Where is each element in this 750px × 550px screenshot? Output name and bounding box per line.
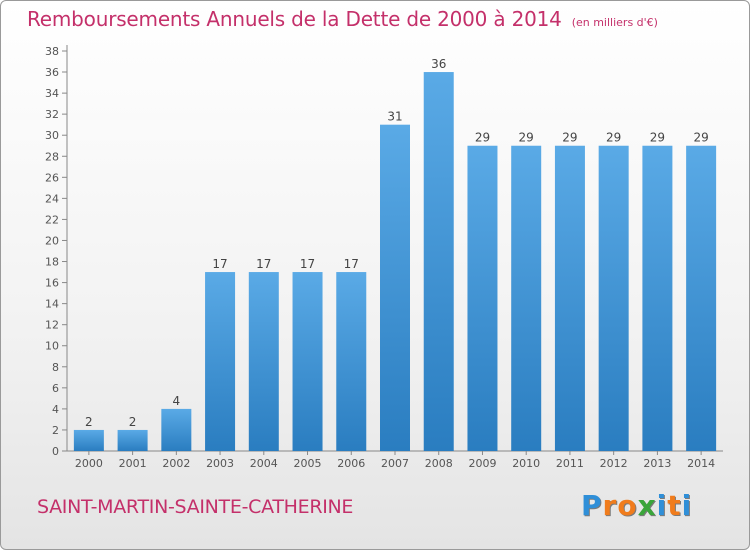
bar bbox=[554, 145, 585, 451]
x-tick-label: 2014 bbox=[687, 457, 715, 470]
bar bbox=[205, 272, 236, 451]
logo-letter: t bbox=[667, 489, 682, 522]
x-tick-label: 2004 bbox=[250, 457, 278, 470]
proxiti-logo: Proxiti bbox=[581, 489, 692, 522]
x-tick-label: 2005 bbox=[294, 457, 322, 470]
logo-letter: r bbox=[602, 489, 618, 522]
x-tick-label: 2006 bbox=[337, 457, 365, 470]
data-label: 2 bbox=[129, 415, 137, 429]
data-label: 29 bbox=[693, 131, 708, 145]
chart-units: (en milliers d'€) bbox=[571, 16, 658, 29]
y-tick-label: 32 bbox=[45, 108, 59, 121]
logo-letter: i bbox=[681, 489, 693, 522]
bar bbox=[73, 429, 104, 451]
logo-letter: i bbox=[656, 489, 668, 522]
data-label: 29 bbox=[650, 131, 665, 145]
y-tick-label: 18 bbox=[45, 256, 59, 269]
bar bbox=[336, 272, 367, 451]
y-tick-label: 4 bbox=[52, 403, 59, 416]
data-label: 31 bbox=[387, 110, 402, 124]
bar bbox=[161, 408, 192, 451]
x-tick-label: 2011 bbox=[556, 457, 584, 470]
data-label: 4 bbox=[173, 394, 181, 408]
y-tick-label: 26 bbox=[45, 171, 59, 184]
y-tick-label: 24 bbox=[45, 192, 59, 205]
x-tick-label: 2000 bbox=[75, 457, 103, 470]
y-tick-label: 30 bbox=[45, 129, 59, 142]
y-tick-label: 38 bbox=[45, 45, 59, 58]
data-label: 29 bbox=[475, 131, 490, 145]
data-label: 36 bbox=[431, 57, 446, 71]
x-tick-label: 2002 bbox=[162, 457, 190, 470]
y-tick-label: 8 bbox=[52, 361, 59, 374]
x-tick-label: 2009 bbox=[468, 457, 496, 470]
data-label: 29 bbox=[606, 131, 621, 145]
data-label: 17 bbox=[344, 257, 359, 271]
bar bbox=[423, 72, 454, 451]
y-tick-label: 0 bbox=[52, 445, 59, 458]
y-tick-label: 2 bbox=[52, 424, 59, 437]
logo-letter: P bbox=[581, 489, 603, 522]
y-tick-label: 28 bbox=[45, 150, 59, 163]
x-tick-label: 2010 bbox=[512, 457, 540, 470]
bar bbox=[380, 124, 410, 452]
y-tick-label: 6 bbox=[52, 382, 59, 395]
data-label: 29 bbox=[562, 131, 577, 145]
x-tick-label: 2012 bbox=[600, 457, 628, 470]
bar-chart: 0246810121416182022242628303234363822000… bbox=[45, 45, 723, 470]
chart-title: Remboursements Annuels de la Dette de 20… bbox=[27, 7, 562, 31]
data-label: 2 bbox=[85, 415, 93, 429]
x-tick-label: 2001 bbox=[119, 457, 147, 470]
y-tick-label: 36 bbox=[45, 66, 59, 79]
y-tick-label: 34 bbox=[45, 87, 59, 100]
x-tick-label: 2008 bbox=[425, 457, 453, 470]
logo-letter: o bbox=[617, 489, 638, 522]
data-label: 29 bbox=[519, 131, 534, 145]
bar bbox=[467, 145, 498, 451]
y-tick-label: 20 bbox=[45, 234, 59, 247]
y-tick-label: 22 bbox=[45, 213, 59, 226]
commune-name: SAINT-MARTIN-SAINTE-CATHERINE bbox=[37, 496, 354, 518]
data-label: 17 bbox=[212, 257, 227, 271]
data-label: 17 bbox=[256, 257, 271, 271]
y-tick-label: 14 bbox=[45, 298, 59, 311]
y-tick-label: 16 bbox=[45, 277, 59, 290]
x-tick-label: 2013 bbox=[643, 457, 671, 470]
bar bbox=[117, 429, 148, 451]
x-tick-label: 2007 bbox=[381, 457, 409, 470]
data-label: 17 bbox=[300, 257, 315, 271]
y-tick-label: 12 bbox=[45, 319, 59, 332]
bar bbox=[292, 272, 323, 451]
logo-letter: x bbox=[637, 489, 657, 522]
bar bbox=[642, 145, 673, 451]
chart-title-row: Remboursements Annuels de la Dette de 20… bbox=[27, 7, 658, 31]
bar bbox=[598, 145, 629, 451]
bar bbox=[511, 145, 542, 451]
bar bbox=[248, 272, 279, 451]
x-tick-label: 2003 bbox=[206, 457, 234, 470]
bar bbox=[686, 145, 717, 451]
y-tick-label: 10 bbox=[45, 340, 59, 353]
